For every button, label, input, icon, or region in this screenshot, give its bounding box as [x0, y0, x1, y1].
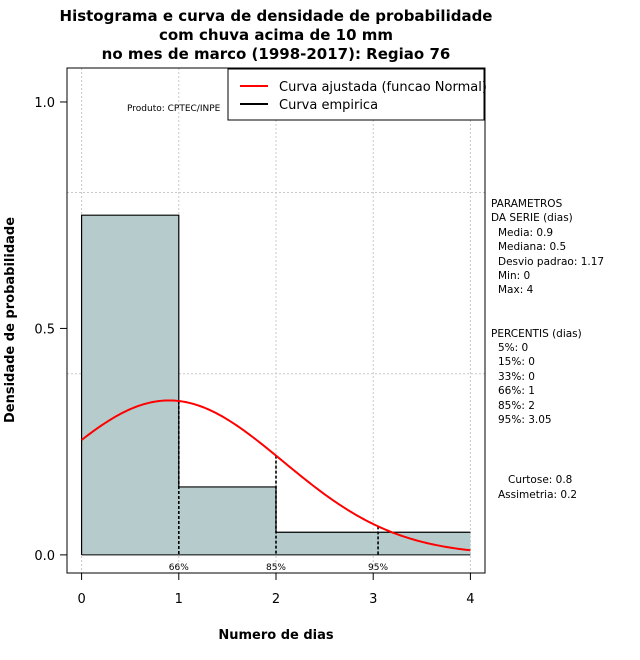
x-axis-title: Numero de dias	[218, 628, 334, 643]
series-parameters: PARAMETROS DA SERIE (dias) Media: 0.9 Me…	[491, 198, 604, 296]
x-tick-label-2: 2	[272, 592, 280, 607]
shape-stats: Curtose: 0.8 Assimetria: 0.2	[498, 474, 577, 501]
parametros-header-1: PARAMETROS	[491, 198, 563, 210]
y-tick-label-2: 1.0	[34, 96, 55, 111]
histogram-bar-0	[81, 215, 179, 555]
param-mediana: Mediana: 0.5	[498, 241, 566, 253]
y-tick-label-1: 0.5	[34, 322, 55, 337]
histogram-bars	[81, 215, 471, 555]
percentil-15: 15%: 0	[498, 356, 535, 368]
percentis-header: PERCENTIS (dias)	[491, 328, 582, 340]
percentil-85: 85%: 2	[498, 400, 535, 412]
legend-label-normal: Curva ajustada (funcao Normal)	[279, 80, 487, 95]
param-media: Media: 0.9	[498, 227, 553, 239]
product-note: Produto: CPTEC/INPE	[127, 104, 221, 114]
normal-fit-curve	[80, 399, 471, 552]
param-max: Max: 4	[498, 284, 534, 296]
x-tick-label-4: 4	[466, 592, 474, 607]
empirical-step-curve	[80, 214, 471, 555]
percentil-33: 33%: 0	[498, 371, 535, 383]
parametros-header-2: DA SERIE (dias)	[491, 212, 573, 224]
legend-box	[227, 68, 485, 121]
legend: Curva ajustada (funcao Normal) Curva emp…	[227, 68, 487, 121]
x-tick-label-3: 3	[369, 592, 377, 607]
percentiles-list: PERCENTIS (dias) 5%: 0 15%: 0 33%: 0 66%…	[491, 328, 582, 426]
chart-title-line-1: Histograma e curva de densidade de proba…	[60, 7, 493, 25]
assimetria: Assimetria: 0.2	[498, 489, 577, 501]
percentile-marker-label-0: 66%	[169, 563, 189, 573]
x-tick-label-1: 1	[175, 592, 183, 607]
chart-title-line-3: no mes de marco (1998-2017): Regiao 76	[102, 45, 451, 63]
histogram-bar-1	[178, 486, 276, 555]
x-tick-label-0: 0	[77, 592, 85, 607]
percentile-marker-label-2: 95%	[368, 563, 388, 573]
param-desvio: Desvio padrao: 1.17	[498, 256, 604, 268]
y-axis-title: Densidade de probabilidade	[3, 217, 18, 423]
percentil-5: 5%: 0	[498, 342, 528, 354]
curves	[80, 214, 471, 556]
percentil-95: 95%: 3.05	[498, 414, 552, 426]
y-tick-label-0: 0.0	[34, 549, 55, 564]
histogram-bar-2	[276, 532, 374, 555]
histogram-bar-3	[373, 532, 471, 555]
axis-ticks: 0 1 2 3 4 0.0 0.5 1.0	[34, 96, 474, 607]
percentil-66: 66%: 1	[498, 385, 535, 397]
legend-label-empirical: Curva empirica	[279, 98, 378, 113]
chart-title-line-2: com chuva acima de 10 mm	[159, 26, 393, 44]
percentile-marker-label-1: 85%	[266, 563, 286, 573]
param-min: Min: 0	[498, 270, 530, 282]
curtose: Curtose: 0.8	[508, 474, 572, 486]
